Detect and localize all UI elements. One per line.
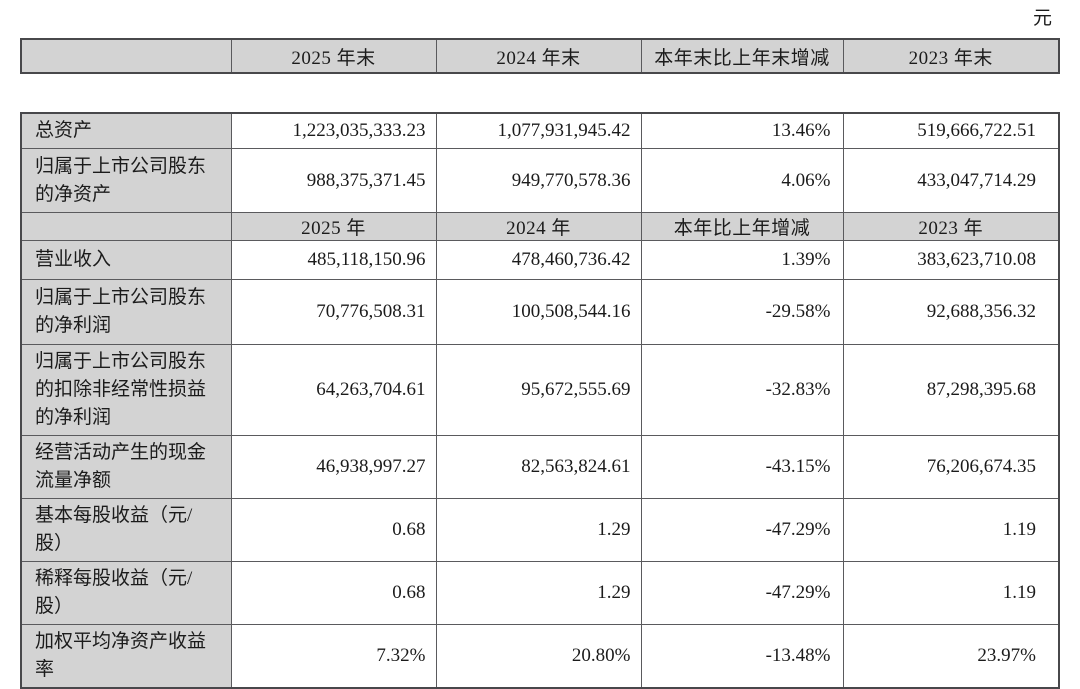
cell-value: 92,688,356.32	[842, 279, 1060, 345]
cell-value: 70,776,508.31	[230, 279, 437, 345]
row-label: 加权平均净资产收益率	[20, 624, 232, 689]
column-header-2025-year-end: 2025 年末	[230, 38, 437, 74]
summary-table-header-strip: 2025 年末 2024 年末 本年末比上年末增减 2023 年末	[20, 38, 1060, 74]
cell-value: 64,263,704.61	[230, 344, 437, 436]
cell-value: 7.32%	[230, 624, 437, 689]
column-header-2023: 2023 年	[842, 212, 1060, 241]
row-label: 营业收入	[20, 240, 232, 280]
table-row-net-profit-excl-nonrecurring: 归属于上市公司股东的扣除非经常性损益的净利润 64,263,704.61 95,…	[20, 344, 1060, 436]
column-header-2023-year-end: 2023 年末	[842, 38, 1060, 74]
table-row-operating-revenue: 营业收入 485,118,150.96 478,460,736.42 1.39%…	[20, 240, 1060, 280]
column-header-2025: 2025 年	[230, 212, 437, 241]
row-label: 总资产	[20, 112, 232, 149]
empty-corner-cell	[20, 38, 232, 74]
financial-summary-table: 总资产 1,223,035,333.23 1,077,931,945.42 13…	[20, 112, 1060, 689]
row-label: 经营活动产生的现金流量净额	[20, 435, 232, 499]
cell-value: 1.19	[842, 561, 1060, 625]
column-header-yoy-change: 本年比上年增减	[640, 212, 844, 241]
column-header-2024-year-end: 2024 年末	[435, 38, 642, 74]
cell-value: 4.06%	[640, 148, 844, 213]
cell-value: -47.29%	[640, 498, 844, 562]
cell-value: 1.29	[435, 561, 642, 625]
currency-unit-label: 元	[1032, 8, 1052, 29]
column-header-2024: 2024 年	[435, 212, 642, 241]
cell-value: 1,077,931,945.42	[435, 112, 642, 149]
column-header-yoy-change-year-end: 本年末比上年末增减	[640, 38, 844, 74]
cell-value: 1.39%	[640, 240, 844, 280]
cell-value: 988,375,371.45	[230, 148, 437, 213]
row-label: 归属于上市公司股东的净资产	[20, 148, 232, 213]
cell-value: 46,938,997.27	[230, 435, 437, 499]
row-label: 归属于上市公司股东的净利润	[20, 279, 232, 345]
cell-value: 82,563,824.61	[435, 435, 642, 499]
cell-value: 949,770,578.36	[435, 148, 642, 213]
row-label: 稀释每股收益（元/股）	[20, 561, 232, 625]
table-row-diluted-eps: 稀释每股收益（元/股） 0.68 1.29 -47.29% 1.19	[20, 561, 1060, 625]
table-row-total-assets: 总资产 1,223,035,333.23 1,077,931,945.42 13…	[20, 112, 1060, 149]
empty-corner-cell	[20, 212, 232, 241]
table-row-weighted-avg-roe: 加权平均净资产收益率 7.32% 20.80% -13.48% 23.97%	[20, 624, 1060, 689]
cell-value: 87,298,395.68	[842, 344, 1060, 436]
cell-value: 383,623,710.08	[842, 240, 1060, 280]
table-row-operating-cash-flow: 经营活动产生的现金流量净额 46,938,997.27 82,563,824.6…	[20, 435, 1060, 499]
table-row-basic-eps: 基本每股收益（元/股） 0.68 1.29 -47.29% 1.19	[20, 498, 1060, 562]
row-label: 归属于上市公司股东的扣除非经常性损益的净利润	[20, 344, 232, 436]
cell-value: 478,460,736.42	[435, 240, 642, 280]
period-header-row: 2025 年 2024 年 本年比上年增减 2023 年	[20, 212, 1060, 241]
cell-value: 0.68	[230, 498, 437, 562]
cell-value: 433,047,714.29	[842, 148, 1060, 213]
cell-value: 100,508,544.16	[435, 279, 642, 345]
table-row-net-assets: 归属于上市公司股东的净资产 988,375,371.45 949,770,578…	[20, 148, 1060, 213]
cell-value: -29.58%	[640, 279, 844, 345]
cell-value: 76,206,674.35	[842, 435, 1060, 499]
cell-value: 1.29	[435, 498, 642, 562]
cell-value: 1.19	[842, 498, 1060, 562]
row-label: 基本每股收益（元/股）	[20, 498, 232, 562]
period-end-header-row: 2025 年末 2024 年末 本年末比上年末增减 2023 年末	[20, 38, 1060, 74]
cell-value: 485,118,150.96	[230, 240, 437, 280]
cell-value: -32.83%	[640, 344, 844, 436]
cell-value: -43.15%	[640, 435, 844, 499]
cell-value: 1,223,035,333.23	[230, 112, 437, 149]
cell-value: -13.48%	[640, 624, 844, 689]
cell-value: 20.80%	[435, 624, 642, 689]
cell-value: 95,672,555.69	[435, 344, 642, 436]
cell-value: 23.97%	[842, 624, 1060, 689]
cell-value: 0.68	[230, 561, 437, 625]
table-row-net-profit: 归属于上市公司股东的净利润 70,776,508.31 100,508,544.…	[20, 279, 1060, 345]
cell-value: -47.29%	[640, 561, 844, 625]
cell-value: 13.46%	[640, 112, 844, 149]
cell-value: 519,666,722.51	[842, 112, 1060, 149]
